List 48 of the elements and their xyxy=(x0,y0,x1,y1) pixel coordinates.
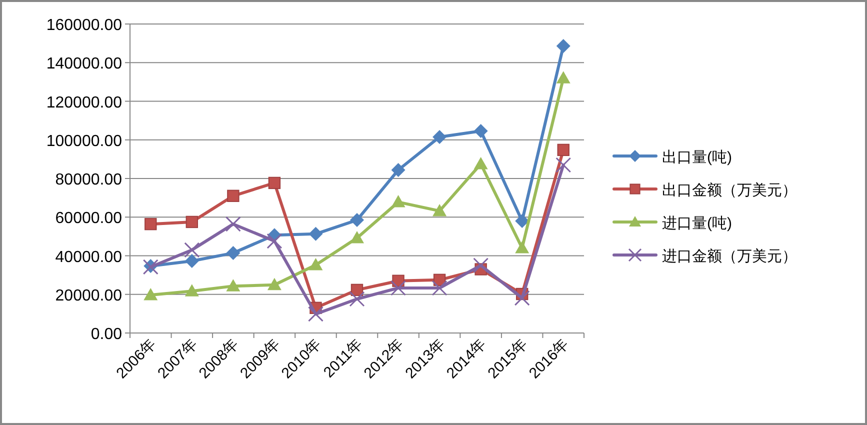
point xyxy=(184,254,199,268)
point xyxy=(227,190,240,202)
legend-label: 进口量(吨) xyxy=(662,215,732,232)
point xyxy=(515,214,530,228)
point xyxy=(350,230,364,244)
point xyxy=(557,144,570,156)
point xyxy=(308,306,324,322)
y-tick-label: 80000.00 xyxy=(55,172,122,188)
y-tick-label: 60000.00 xyxy=(55,210,122,228)
point xyxy=(225,216,241,232)
point xyxy=(268,176,281,190)
point xyxy=(515,241,530,254)
point xyxy=(144,218,157,230)
point xyxy=(267,278,282,290)
y-tick-label: 40000.00 xyxy=(55,248,122,266)
point xyxy=(391,163,406,178)
legend-label: 出口量(吨) xyxy=(662,149,732,166)
point xyxy=(514,290,530,306)
legend-label: 出口金额（万美元） xyxy=(662,182,797,199)
point xyxy=(432,130,447,144)
point xyxy=(226,246,240,260)
point xyxy=(184,284,199,296)
point xyxy=(473,258,489,274)
point xyxy=(184,242,200,258)
point xyxy=(350,213,364,228)
point xyxy=(308,258,323,270)
point xyxy=(144,288,158,300)
point xyxy=(556,39,570,54)
point xyxy=(390,280,406,296)
point xyxy=(308,226,323,241)
y-tick-label: 100000.00 xyxy=(46,132,122,150)
y-tick-label: 20000.00 xyxy=(55,287,122,304)
point xyxy=(474,157,488,170)
point xyxy=(226,279,240,292)
point xyxy=(186,216,198,228)
point xyxy=(266,233,282,249)
point xyxy=(556,157,572,173)
legend-label: 进口金额（万美元） xyxy=(662,248,797,265)
point xyxy=(349,291,365,307)
y-tick-label: 0.00 xyxy=(90,326,122,343)
point xyxy=(391,195,406,208)
y-tick-label: 120000.00 xyxy=(46,94,122,112)
y-tick-label: 160000.00 xyxy=(46,17,122,34)
point xyxy=(432,280,448,296)
point xyxy=(474,124,488,138)
y-tick-label: 140000.00 xyxy=(46,56,122,73)
point xyxy=(432,204,447,216)
point xyxy=(556,71,570,84)
